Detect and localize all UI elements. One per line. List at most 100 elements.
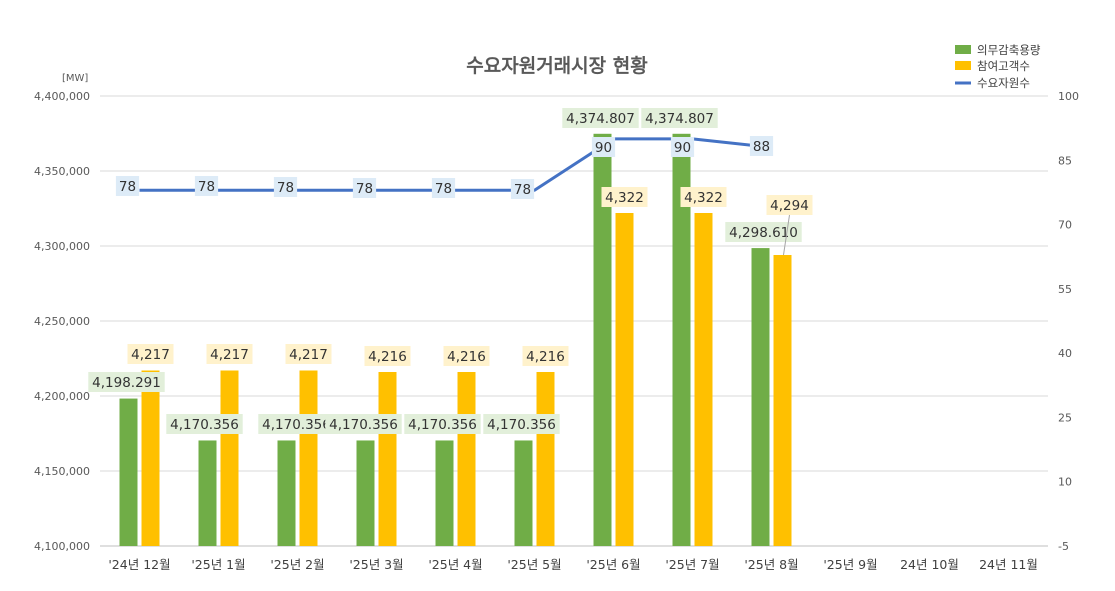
data-label-obligation-bg [325,414,402,434]
data-labels: 4,198.291 4,217 78 4,170.356 4,217 78 4,170.35… [88,108,813,434]
x-tick-label: '25년 9월 [823,557,877,572]
bar-customers [536,372,555,546]
x-tick-label: '25년 7월 [665,557,719,572]
bar-obligation [435,440,454,546]
bar-customers [220,370,239,546]
data-label-customers: 4,294 [770,198,809,214]
data-label-resources-bg [591,137,616,157]
y-right-tick-label: 40 [1058,347,1072,360]
data-label-resources-bg [670,137,695,157]
data-label-obligation: 4,170.356 [408,417,477,433]
bar-obligation [119,398,138,546]
data-label-obligation-bg [404,414,481,434]
legend-label: 수요자원수 [977,76,1030,90]
data-label-obligation-bg [725,222,802,242]
y-left-tick-label: 4,100,000 [34,540,90,553]
y-left-tick-label: 4,350,000 [34,165,90,178]
data-label-resources-bg [273,177,298,197]
y-axis-right: -5 10 25 40 55 70 85 100 [1058,90,1079,553]
line-demand-resources [139,137,772,192]
data-label-resources-bg [352,178,377,198]
data-label-obligation: 4,170.356 [329,417,398,433]
y-axis-unit-label: [MW] [62,73,88,84]
bar-customers [141,370,160,546]
line-series [139,137,772,192]
y-left-tick-label: 4,250,000 [34,315,90,328]
data-label-customers-bg [127,344,174,364]
data-label-customers-bg [364,346,411,366]
x-tick-label: '25년 3월 [349,557,403,572]
data-label-customers: 4,216 [447,349,486,365]
data-label-resources: 78 [435,181,452,197]
data-label-obligation: 4,374.807 [645,111,714,127]
data-label-customers: 4,216 [368,349,407,365]
data-label-resources-bg [194,176,219,196]
bar-customers [615,213,634,546]
data-label-obligation-bg [641,108,718,128]
bar-customers [457,372,476,546]
data-label-resources: 78 [277,180,294,196]
y-right-tick-label: 10 [1058,476,1072,489]
data-label-customers: 4,322 [605,190,644,206]
y-right-tick-label: 25 [1058,411,1072,424]
data-label-customers: 4,322 [684,190,723,206]
data-label-obligation: 4,198.291 [92,375,161,391]
x-tick-label: '25년 2월 [270,557,324,572]
data-label-obligation: 4,170.356 [262,417,331,433]
data-label-resources-bg [115,176,140,196]
data-label-obligation-bg [258,414,335,434]
data-label-obligation: 4,298.610 [729,225,798,241]
x-tick-label: '25년 4월 [428,557,482,572]
bar-obligation [672,133,691,547]
data-label-customers: 4,217 [289,347,328,363]
data-label-obligation-bg [562,108,639,128]
data-label-resources: 78 [119,179,136,195]
data-label-obligation: 4,170.356 [170,417,239,433]
bar-customers [694,213,713,546]
x-tick-label: '25년 8월 [744,557,798,572]
y-left-tick-label: 4,300,000 [34,240,90,253]
y-axis-left: 4,100,000 4,150,000 4,200,000 4,250,000 4,30… [34,90,90,553]
y-right-tick-label: 70 [1058,219,1072,232]
data-label-customers: 4,217 [210,347,249,363]
data-label-obligation: 4,170.356 [487,417,556,433]
chart-title: 수요자원거래시장 현황 [466,54,648,77]
bar-customers [378,372,397,546]
x-tick-label: '24년 12월 [108,557,170,572]
bar-obligation [356,440,375,546]
bar-customers [773,255,792,546]
x-tick-label: 24년 10월 [900,557,959,572]
data-label-resources: 78 [198,179,215,195]
bar-obligation [514,440,533,546]
data-label-resources-bg [510,179,535,199]
leader-line [783,214,790,256]
data-label-customers-bg [680,187,727,207]
data-label-resources: 88 [753,139,770,155]
x-tick-label: 24년 11월 [979,557,1038,572]
y-left-tick-label: 4,400,000 [34,90,90,103]
x-axis: '24년 12월 '25년 1월 '25년 2월 '25년 3월 '25년 4월 '25년… [108,557,1038,572]
data-label-resources: 90 [674,140,691,156]
data-label-resources: 90 [595,140,612,156]
x-tick-label: '25년 1월 [191,557,245,572]
data-label-obligation: 4,374.807 [566,111,635,127]
data-label-customers-bg [766,195,813,215]
x-tick-label: '25년 5월 [507,557,561,572]
data-label-customers-bg [285,344,332,364]
data-label-obligation-bg [483,414,560,434]
bar-obligation [593,133,612,547]
bar-obligation [751,248,770,546]
legend-label: 참여고객수 [977,59,1030,73]
bar-customers [299,370,318,546]
data-label-obligation-bg [88,372,165,392]
data-label-customers: 4,216 [526,349,565,365]
data-label-customers-bg [443,346,490,366]
legend-swatch [955,45,971,54]
y-right-tick-label: 85 [1058,154,1072,167]
bar-obligation [277,440,296,546]
data-label-resources: 78 [514,182,531,198]
data-label-resources-bg [749,136,774,156]
data-label-resources: 78 [356,181,373,197]
